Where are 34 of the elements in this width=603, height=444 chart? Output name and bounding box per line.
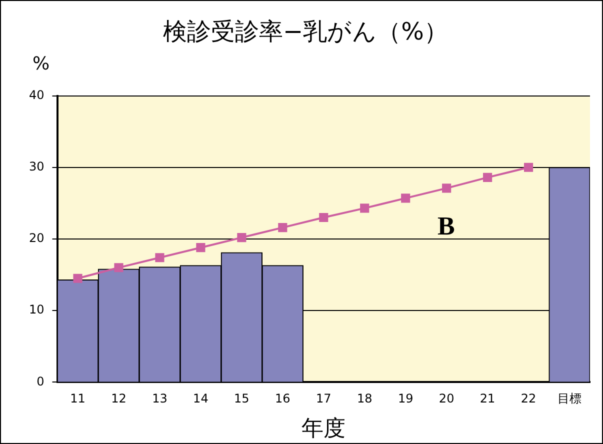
y-axis-title: % bbox=[32, 53, 50, 74]
point bbox=[155, 253, 164, 262]
x-axis-title: 年度 bbox=[302, 416, 346, 442]
point bbox=[319, 212, 328, 222]
point bbox=[114, 263, 124, 272]
point bbox=[196, 243, 206, 252]
point bbox=[360, 204, 370, 213]
point bbox=[401, 194, 410, 203]
x-tick-label: 16 bbox=[275, 392, 290, 406]
x-tick-label: 21 bbox=[480, 392, 496, 406]
point bbox=[278, 223, 288, 232]
x-tick-label: 18 bbox=[356, 392, 372, 406]
x-tick-label: 22 bbox=[520, 392, 536, 406]
x-tick-label: 13 bbox=[152, 392, 168, 406]
x-tick-label: 14 bbox=[193, 392, 208, 406]
x-tick-label: 17 bbox=[316, 392, 332, 406]
x-tick-label: 19 bbox=[398, 392, 414, 406]
x-tick-label: 12 bbox=[111, 392, 126, 406]
chart-title: 検診受診率−乳がん（%） bbox=[163, 18, 448, 46]
point bbox=[237, 233, 246, 242]
annotation: B bbox=[437, 211, 455, 240]
y-tick-label: 30 bbox=[28, 160, 44, 174]
x-tick-label: 20 bbox=[438, 392, 454, 406]
x-tick-label: 11 bbox=[70, 392, 86, 406]
point bbox=[524, 162, 534, 172]
y-tick-label: 20 bbox=[28, 231, 44, 246]
point bbox=[483, 172, 492, 182]
y-tick-label: 0 bbox=[36, 374, 44, 388]
x-tick-label: 15 bbox=[234, 392, 250, 406]
point bbox=[73, 274, 82, 283]
x-tick-label: 目標 bbox=[558, 392, 582, 406]
y-tick-label: 40 bbox=[28, 88, 44, 102]
point bbox=[442, 184, 452, 193]
y-tick-label: 10 bbox=[28, 302, 44, 317]
